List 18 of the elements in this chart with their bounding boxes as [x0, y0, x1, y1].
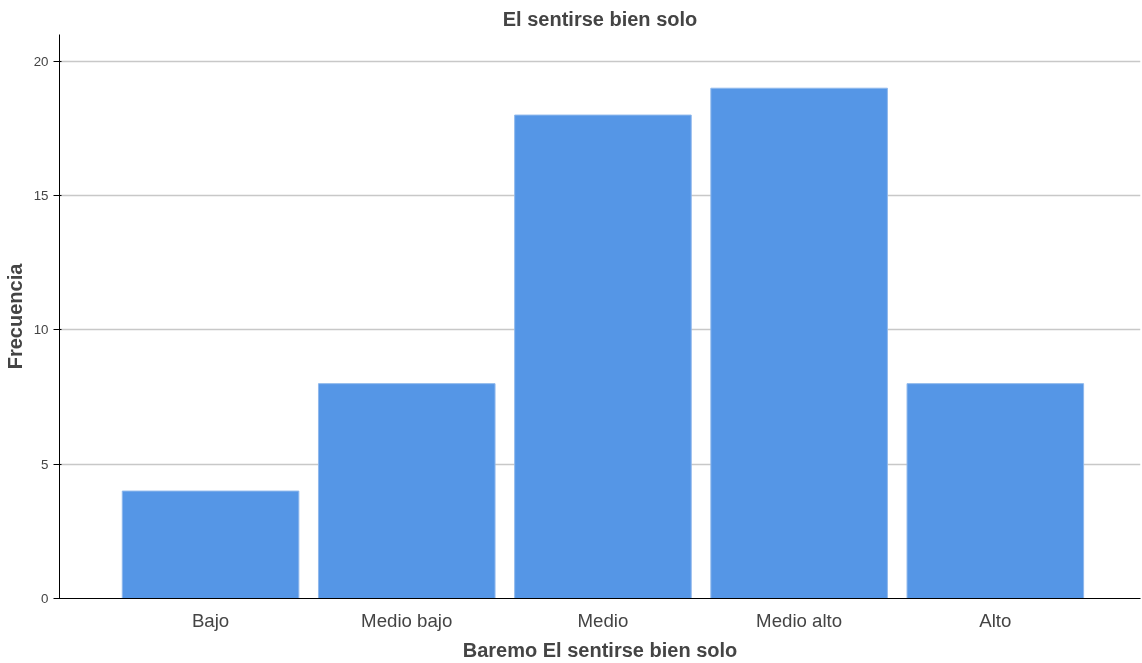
bar [317, 383, 496, 599]
bar [514, 114, 692, 599]
y-tick-label: 20 [33, 53, 49, 69]
bar [906, 383, 1085, 599]
x-tick-label: Bajo [191, 609, 230, 631]
x-tick-label: Alto [979, 609, 1012, 631]
y-axis-title: Frecuencia [3, 262, 26, 370]
bar [121, 490, 300, 599]
y-tick-label: 0 [41, 591, 49, 606]
y-tick-label: 10 [33, 322, 49, 338]
x-tick-label: Medio bajo [361, 609, 453, 631]
bar [710, 87, 888, 599]
y-tick-label: 5 [41, 456, 49, 472]
x-tick-label: Medio [577, 609, 629, 631]
y-tick-label: 15 [33, 188, 49, 204]
x-tick-label: Medio alto [756, 609, 843, 631]
x-axis-title: Baremo El sentirse bien solo [462, 638, 738, 661]
chart-title: El sentirse bien solo [502, 7, 698, 30]
